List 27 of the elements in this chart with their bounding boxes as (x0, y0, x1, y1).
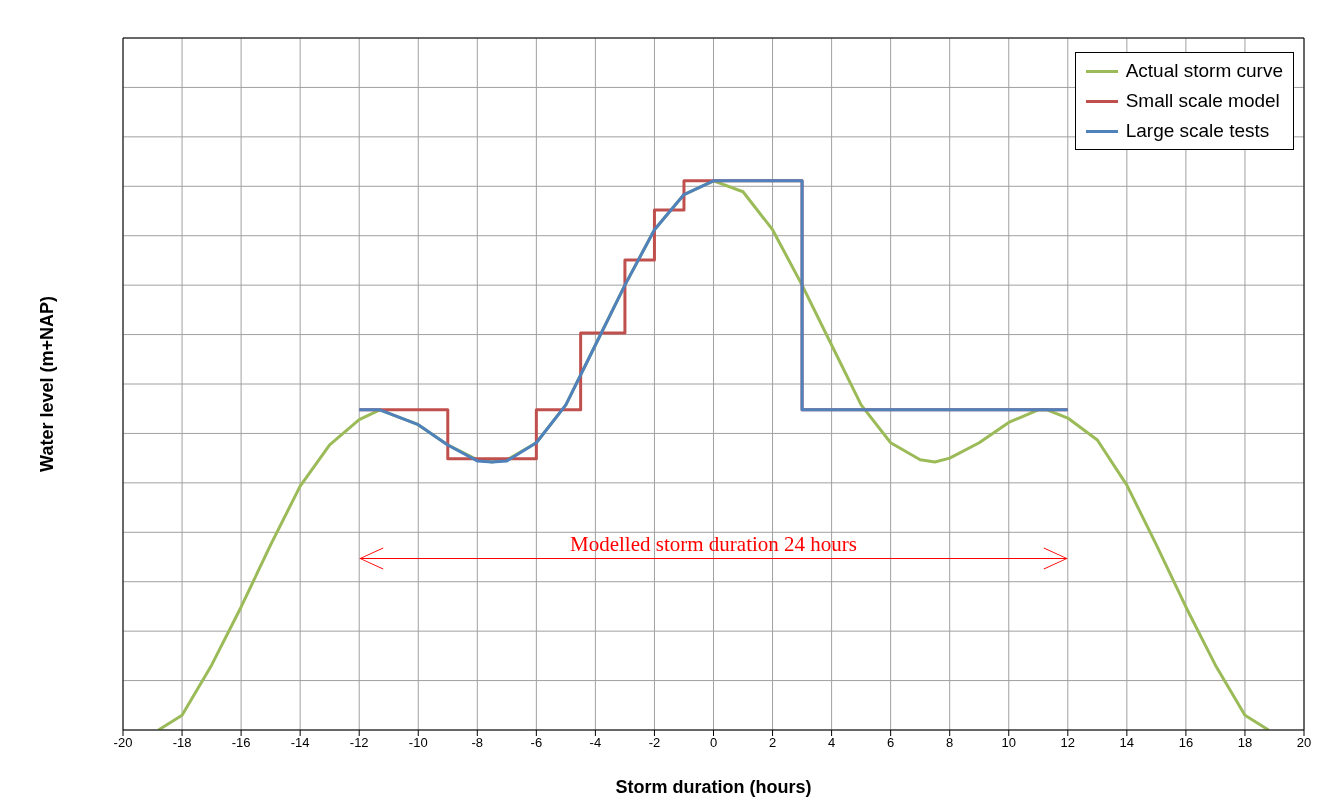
x-tick-label: 8 (946, 735, 954, 751)
x-tick-label: 14 (1119, 735, 1135, 751)
x-tick-label: -12 (349, 735, 369, 751)
x-axis-title: Storm duration (hours) (615, 777, 812, 797)
x-tick-label: 18 (1237, 735, 1253, 751)
legend-label: Large scale tests (1125, 119, 1270, 143)
y-axis-title: Water level (m+NAP) (37, 296, 57, 472)
x-tick-label: -18 (172, 735, 192, 751)
x-tick-label: -8 (471, 735, 484, 751)
x-tick-label: 12 (1060, 735, 1076, 751)
x-tick-label: 4 (827, 735, 836, 751)
x-tick-label: -16 (231, 735, 251, 751)
x-tick-label: 16 (1178, 735, 1194, 751)
x-tick-label: 0 (709, 735, 718, 751)
x-tick-label: -20 (113, 735, 133, 751)
x-tick-label: -4 (589, 735, 602, 751)
legend-label: Small scale model (1125, 89, 1280, 113)
x-tick-label: -10 (408, 735, 428, 751)
x-tick-label: -14 (290, 735, 310, 751)
x-tick-label: 10 (1001, 735, 1016, 751)
x-tick-label: 20 (1296, 735, 1312, 751)
annotation: Modelled storm duration 24 hours (570, 532, 857, 557)
x-tick-label: -6 (530, 735, 543, 751)
x-tick-label: 2 (768, 735, 777, 751)
legend-label: Actual storm curve (1125, 59, 1283, 83)
x-tick-label: 6 (887, 735, 895, 751)
x-tick-label: -2 (648, 735, 661, 751)
